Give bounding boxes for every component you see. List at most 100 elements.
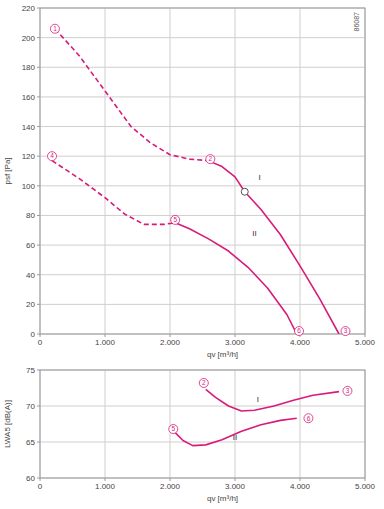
y-tick-label: 180 — [22, 63, 36, 72]
grid-line — [235, 8, 236, 334]
y-tick-label: 60 — [26, 241, 35, 250]
grid-line — [40, 156, 365, 157]
grid-line — [105, 370, 106, 478]
point-number: 5 — [173, 216, 177, 223]
grid-line — [300, 8, 301, 334]
marks — [52, 29, 339, 334]
curve — [55, 29, 208, 161]
tick — [235, 478, 236, 481]
tick — [37, 215, 40, 216]
x-tick-label: 5.000 — [355, 482, 376, 491]
plot-frame — [40, 370, 365, 478]
tick — [365, 334, 366, 337]
figure: 01.0002.0003.0004.0005.00002040608010012… — [0, 0, 384, 509]
y-tick-label: 200 — [22, 34, 36, 43]
y-axis-title: psf [Pa] — [3, 157, 12, 184]
grid-line — [300, 370, 301, 478]
grid-line — [170, 8, 171, 334]
curve — [206, 389, 339, 411]
curve — [175, 223, 297, 334]
grid-line — [170, 370, 171, 478]
background — [0, 0, 384, 509]
y-tick-label: 20 — [26, 300, 35, 309]
y-tick-label: 70 — [26, 402, 35, 411]
grid-line — [40, 37, 365, 38]
x-axis-title: qv [m³/h] — [207, 350, 238, 359]
grid-line — [40, 304, 365, 305]
curve — [52, 161, 175, 225]
y-tick-label: 100 — [22, 182, 36, 191]
point-marker — [169, 425, 178, 434]
curve-label: I — [259, 173, 261, 182]
y-tick-label: 65 — [26, 438, 35, 447]
x-tick-label: 3.000 — [225, 338, 246, 347]
grid-line — [40, 245, 365, 246]
tick — [37, 442, 40, 443]
grid-line — [40, 215, 365, 216]
marks — [175, 389, 339, 445]
point-marker — [341, 327, 350, 336]
grid-line — [40, 274, 365, 275]
point-marker — [304, 414, 313, 423]
x-tick-label: 2.000 — [160, 338, 181, 347]
point-number: 3 — [344, 327, 348, 334]
tick — [37, 304, 40, 305]
chart: 0 1.000 2.000 3.000 4.000 5.000 0 20 40 60 80 100 12… — [3, 4, 376, 359]
y-tick-label: 40 — [26, 271, 35, 280]
chart-code: 86087 — [353, 12, 360, 32]
x-tick-label: 1.000 — [95, 338, 116, 347]
grid-line — [40, 442, 365, 443]
tick — [37, 37, 40, 38]
tick — [37, 8, 40, 9]
tick — [37, 67, 40, 68]
y-tick-label: 140 — [22, 123, 36, 132]
x-tick-label: 5.000 — [355, 338, 376, 347]
tick — [37, 245, 40, 246]
tick — [105, 334, 106, 337]
tick — [37, 406, 40, 407]
curve-label: II — [252, 229, 256, 238]
tick — [37, 126, 40, 127]
curve-label: II — [233, 433, 237, 442]
chart: 01.0002.0003.0004.0005.00060657075qv [m³… — [3, 366, 376, 503]
point-number: 3 — [346, 387, 350, 394]
y-tick-label: 0 — [31, 330, 36, 339]
plot-frame — [40, 8, 365, 334]
x-axis-title: qv [m³/h] — [207, 494, 238, 503]
tick — [37, 96, 40, 97]
point-number: 6 — [297, 327, 301, 334]
x-tick-label: 4.000 — [290, 482, 311, 491]
point-number: 6 — [307, 415, 311, 422]
tick — [170, 334, 171, 337]
grid-line — [40, 96, 365, 97]
y-tick-label: 80 — [26, 211, 35, 220]
tick — [37, 156, 40, 157]
point-marker — [171, 215, 180, 224]
tick — [37, 478, 40, 479]
point-marker — [50, 24, 59, 33]
tick — [37, 274, 40, 275]
tick — [37, 185, 40, 186]
x-tick-label: 4.000 — [290, 338, 311, 347]
grid-line — [40, 126, 365, 127]
x-tick-label: 0 — [38, 338, 43, 347]
point-number: 4 — [50, 152, 54, 159]
point-number: 2 — [202, 379, 206, 386]
tick — [37, 334, 40, 335]
x-tick-label: 2.000 — [160, 482, 181, 491]
point-marker — [48, 152, 57, 161]
point-marker — [343, 386, 352, 395]
grid-line — [105, 8, 106, 334]
point-marker — [295, 327, 304, 336]
curve — [175, 418, 297, 445]
curve — [208, 161, 339, 334]
point-marker — [206, 155, 215, 164]
x-tick-label: 0 — [38, 482, 43, 491]
y-tick-label: 120 — [22, 152, 36, 161]
y-axis-title: LWA5 [dB(A)] — [3, 400, 12, 448]
tick — [300, 478, 301, 481]
y-tick-label: 220 — [22, 4, 36, 13]
y-tick-label: 75 — [26, 366, 35, 375]
y-tick-label: 160 — [22, 93, 36, 102]
point-marker — [199, 378, 208, 387]
